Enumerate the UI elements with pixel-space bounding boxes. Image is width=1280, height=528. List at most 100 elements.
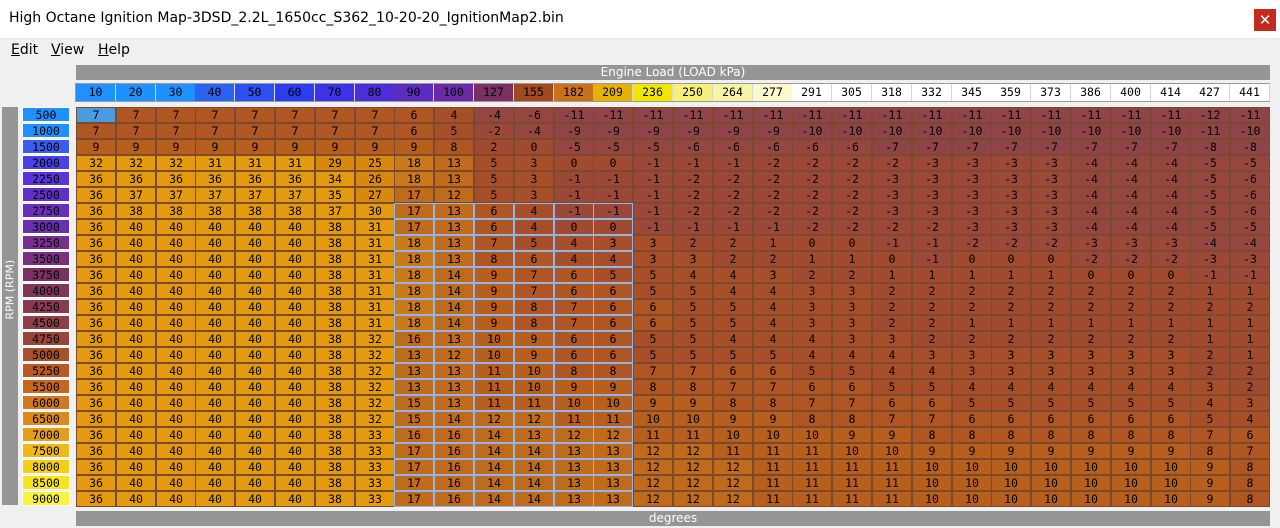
ignition-cell[interactable]: 6 [514,251,554,267]
ignition-cell[interactable]: 40 [116,235,156,251]
ignition-cell[interactable]: -9 [593,123,633,139]
ignition-cell[interactable]: -7 [952,139,992,155]
ignition-cell[interactable]: 8 [912,427,952,443]
ignition-cell[interactable]: 6 [394,123,434,139]
ignition-cell[interactable]: 5 [912,379,952,395]
ignition-cell[interactable]: 7 [673,363,713,379]
ignition-cell[interactable]: 40 [116,251,156,267]
ignition-cell[interactable]: 5 [474,171,514,187]
ignition-cell[interactable]: -6 [1230,187,1270,203]
ignition-cell[interactable]: -11 [832,107,872,123]
ignition-cell[interactable]: 6 [593,347,633,363]
ignition-cell[interactable]: 1 [952,267,992,283]
ignition-cell[interactable]: -2 [792,219,832,235]
ignition-cell[interactable]: 16 [434,475,474,491]
ignition-cell[interactable]: 5 [1190,411,1230,427]
ignition-cell[interactable]: 13 [434,331,474,347]
ignition-cell[interactable]: 12 [673,443,713,459]
ignition-cell[interactable]: 4 [554,251,594,267]
ignition-cell[interactable]: 40 [116,443,156,459]
ignition-cell[interactable]: 2 [1151,331,1191,347]
ignition-cell[interactable]: -1 [872,235,912,251]
ignition-cell[interactable]: 6 [1111,411,1151,427]
ignition-cell[interactable]: 40 [275,267,315,283]
ignition-cell[interactable]: 31 [235,155,275,171]
rpm-axis-cell[interactable]: 4750 [22,331,70,346]
load-axis-cell[interactable]: 345 [952,84,992,101]
ignition-cell[interactable]: 1 [1230,283,1270,299]
ignition-cell[interactable]: 33 [355,427,395,443]
ignition-cell[interactable]: 10 [1151,475,1191,491]
ignition-cell[interactable]: 16 [434,459,474,475]
ignition-cell[interactable]: -3 [912,171,952,187]
ignition-cell[interactable]: 40 [195,411,235,427]
ignition-cell[interactable]: -5 [1190,155,1230,171]
ignition-cell[interactable]: 2 [912,299,952,315]
ignition-cell[interactable]: 7 [156,107,196,123]
ignition-cell[interactable]: 40 [235,395,275,411]
ignition-cell[interactable]: 10 [832,443,872,459]
ignition-cell[interactable]: 10 [952,459,992,475]
ignition-cell[interactable]: 16 [434,491,474,507]
ignition-cell[interactable]: 9 [593,379,633,395]
ignition-cell[interactable]: -1 [633,171,673,187]
ignition-cell[interactable]: 36 [76,331,116,347]
ignition-cell[interactable]: 6 [554,267,594,283]
ignition-cell[interactable]: 40 [275,283,315,299]
ignition-cell[interactable]: 14 [434,267,474,283]
rpm-axis-cell[interactable]: 5250 [22,363,70,378]
ignition-cell[interactable]: -4 [1151,203,1191,219]
ignition-cell[interactable]: 4 [514,219,554,235]
ignition-cell[interactable]: -6 [713,139,753,155]
ignition-cell[interactable]: 32 [355,347,395,363]
ignition-cell[interactable]: 2 [1031,299,1071,315]
ignition-cell[interactable]: -2 [713,203,753,219]
ignition-cell[interactable]: 10 [633,411,673,427]
ignition-cell[interactable]: -10 [1111,123,1151,139]
ignition-cell[interactable]: 6 [593,315,633,331]
ignition-cell[interactable]: 11 [474,363,514,379]
ignition-cell[interactable]: 34 [315,171,355,187]
ignition-cell[interactable]: 0 [554,155,594,171]
ignition-cell[interactable]: 12 [713,475,753,491]
ignition-cell[interactable]: 0 [991,251,1031,267]
ignition-cell[interactable]: 10 [991,491,1031,507]
ignition-cell[interactable]: 37 [116,187,156,203]
ignition-cell[interactable]: 40 [235,379,275,395]
ignition-cell[interactable]: 10 [952,491,992,507]
ignition-cell[interactable]: 33 [355,459,395,475]
ignition-cell[interactable]: 14 [434,283,474,299]
ignition-cell[interactable]: 27 [355,187,395,203]
ignition-cell[interactable]: 4 [554,235,594,251]
ignition-cell[interactable]: -5 [1230,219,1270,235]
ignition-cell[interactable]: 3 [792,315,832,331]
ignition-cell[interactable]: 6 [394,107,434,123]
ignition-cell[interactable]: 12 [514,411,554,427]
ignition-cell[interactable]: 40 [156,363,196,379]
ignition-cell[interactable]: -11 [673,107,713,123]
ignition-cell[interactable]: -4 [1151,187,1191,203]
ignition-cell[interactable]: -1 [1230,267,1270,283]
ignition-cell[interactable]: -2 [832,203,872,219]
ignition-cell[interactable]: 0 [1111,267,1151,283]
ignition-cell[interactable]: -2 [673,171,713,187]
load-axis-cell[interactable]: 80 [355,84,395,101]
ignition-cell[interactable]: 1 [912,267,952,283]
ignition-cell[interactable]: 0 [1031,251,1071,267]
ignition-cell[interactable]: 3 [872,331,912,347]
ignition-cell[interactable]: 6 [792,379,832,395]
ignition-cell[interactable]: 9 [514,331,554,347]
ignition-cell[interactable]: -2 [792,171,832,187]
ignition-cell[interactable]: 40 [116,491,156,507]
ignition-cell[interactable]: 32 [355,379,395,395]
ignition-cell[interactable]: -4 [1071,155,1111,171]
ignition-cell[interactable]: -10 [872,123,912,139]
ignition-cell[interactable]: -1 [554,171,594,187]
ignition-cell[interactable]: 40 [116,267,156,283]
ignition-cell[interactable]: 17 [394,219,434,235]
ignition-cell[interactable]: 31 [355,299,395,315]
load-axis-cell[interactable]: 30 [156,84,196,101]
ignition-cell[interactable]: 17 [394,475,434,491]
ignition-cell[interactable]: -11 [1031,107,1071,123]
ignition-cell[interactable]: -11 [633,107,673,123]
